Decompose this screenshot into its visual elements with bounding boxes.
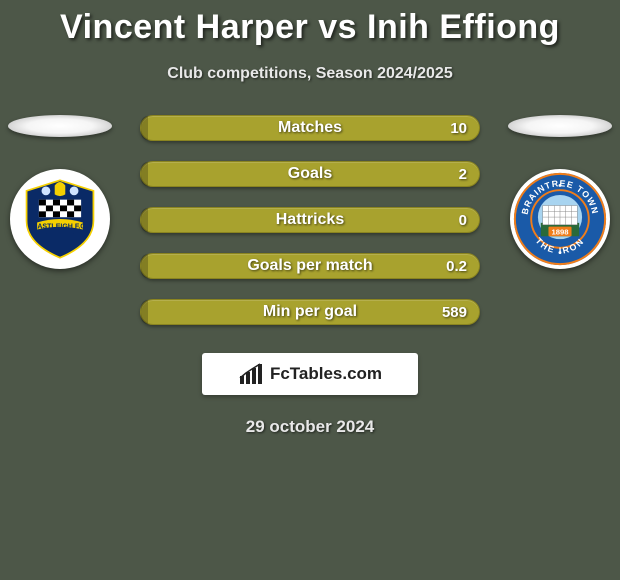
stat-label: Goals per match bbox=[141, 257, 479, 275]
stat-label: Hattricks bbox=[141, 211, 479, 229]
player-right-avatar bbox=[508, 115, 612, 137]
stat-row-matches: Matches 10 bbox=[140, 115, 480, 141]
badge-left-text: EASTLEIGH F.C. bbox=[33, 224, 88, 231]
stat-right-value: 2 bbox=[459, 166, 467, 183]
stat-right-value: 0.2 bbox=[446, 258, 467, 275]
eastleigh-badge-icon: EASTLEIGH F.C. bbox=[16, 175, 104, 263]
player-left-club-badge: EASTLEIGH F.C. bbox=[10, 169, 110, 269]
stat-label: Goals bbox=[141, 165, 479, 183]
footer-date: 29 october 2024 bbox=[0, 417, 620, 437]
stat-right-value: 10 bbox=[450, 120, 467, 137]
player-right-column: BRAINTREE TOWN THE IRON 1898 bbox=[500, 115, 620, 269]
player-left-column: EASTLEIGH F.C. bbox=[0, 115, 120, 269]
stats-list: Matches 10 Goals 2 Hattricks 0 Goals per… bbox=[140, 115, 480, 325]
player-left-avatar bbox=[8, 115, 112, 137]
stat-right-value: 589 bbox=[442, 304, 467, 321]
stat-row-min-per-goal: Min per goal 589 bbox=[140, 299, 480, 325]
stat-label: Matches bbox=[141, 119, 479, 137]
page-title: Vincent Harper vs Inih Effiong bbox=[0, 0, 620, 47]
stat-right-value: 0 bbox=[459, 212, 467, 229]
page-subtitle: Club competitions, Season 2024/2025 bbox=[0, 65, 620, 83]
brand-text: FcTables.com bbox=[270, 364, 382, 384]
badge-right-year: 1898 bbox=[551, 227, 569, 236]
player-right-club-badge: BRAINTREE TOWN THE IRON 1898 bbox=[510, 169, 610, 269]
stat-row-goals-per-match: Goals per match 0.2 bbox=[140, 253, 480, 279]
chart-icon bbox=[238, 362, 264, 386]
brand-box: FcTables.com bbox=[202, 353, 418, 395]
braintree-badge-icon: BRAINTREE TOWN THE IRON 1898 bbox=[512, 171, 608, 267]
stat-label: Min per goal bbox=[141, 303, 479, 321]
stat-row-goals: Goals 2 bbox=[140, 161, 480, 187]
comparison-panel: EASTLEIGH F.C. BRAINTREE TOWN THE IRON bbox=[0, 115, 620, 437]
stat-row-hattricks: Hattricks 0 bbox=[140, 207, 480, 233]
